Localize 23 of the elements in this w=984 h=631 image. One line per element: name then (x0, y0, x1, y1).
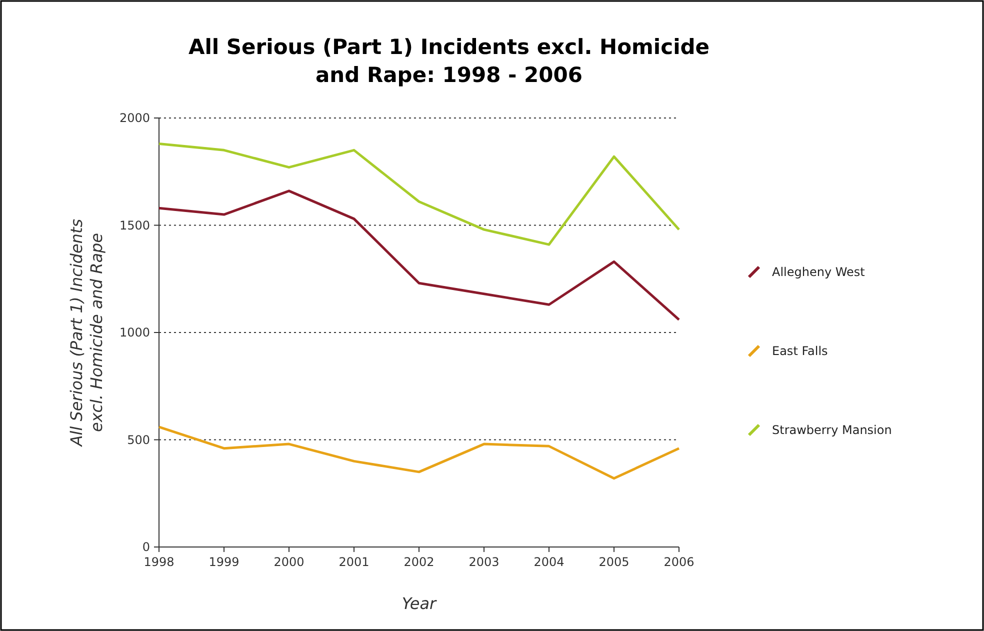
y-tick-label: 1000 (119, 326, 150, 340)
legend-label: Strawberry Mansion (772, 423, 892, 437)
x-tick-label: 1999 (208, 555, 240, 569)
x-tick-label: 2003 (468, 555, 500, 569)
x-tick-label: 2002 (404, 555, 434, 569)
y-tick-label: 1500 (119, 218, 150, 232)
x-tick-label: 2006 (664, 555, 694, 569)
y-tick-label: 2000 (119, 111, 150, 125)
chart-title: All Serious (Part 1) Incidents excl. Homicide and Rape: 1998 - 2006 (188, 35, 710, 87)
x-tick-label: 2004 (534, 555, 564, 569)
legend-label: Allegheny West (772, 265, 866, 279)
y-tick-label: 0 (142, 540, 150, 554)
legend-label: East Falls (772, 344, 828, 358)
line-series (158, 142, 680, 246)
line-series (158, 190, 680, 321)
x-tick-label: 2005 (598, 555, 630, 569)
x-tick-label: 2000 (274, 555, 304, 569)
y-axis-title: All Serious (Part 1) Incidents excl. Homicide and Rape (67, 218, 106, 448)
x-tick-label: 2001 (338, 555, 370, 569)
y-tick-label: 500 (127, 432, 150, 447)
x-axis-title: Year (402, 594, 438, 613)
line-series (158, 426, 680, 480)
x-tick-label: 1998 (144, 555, 174, 569)
